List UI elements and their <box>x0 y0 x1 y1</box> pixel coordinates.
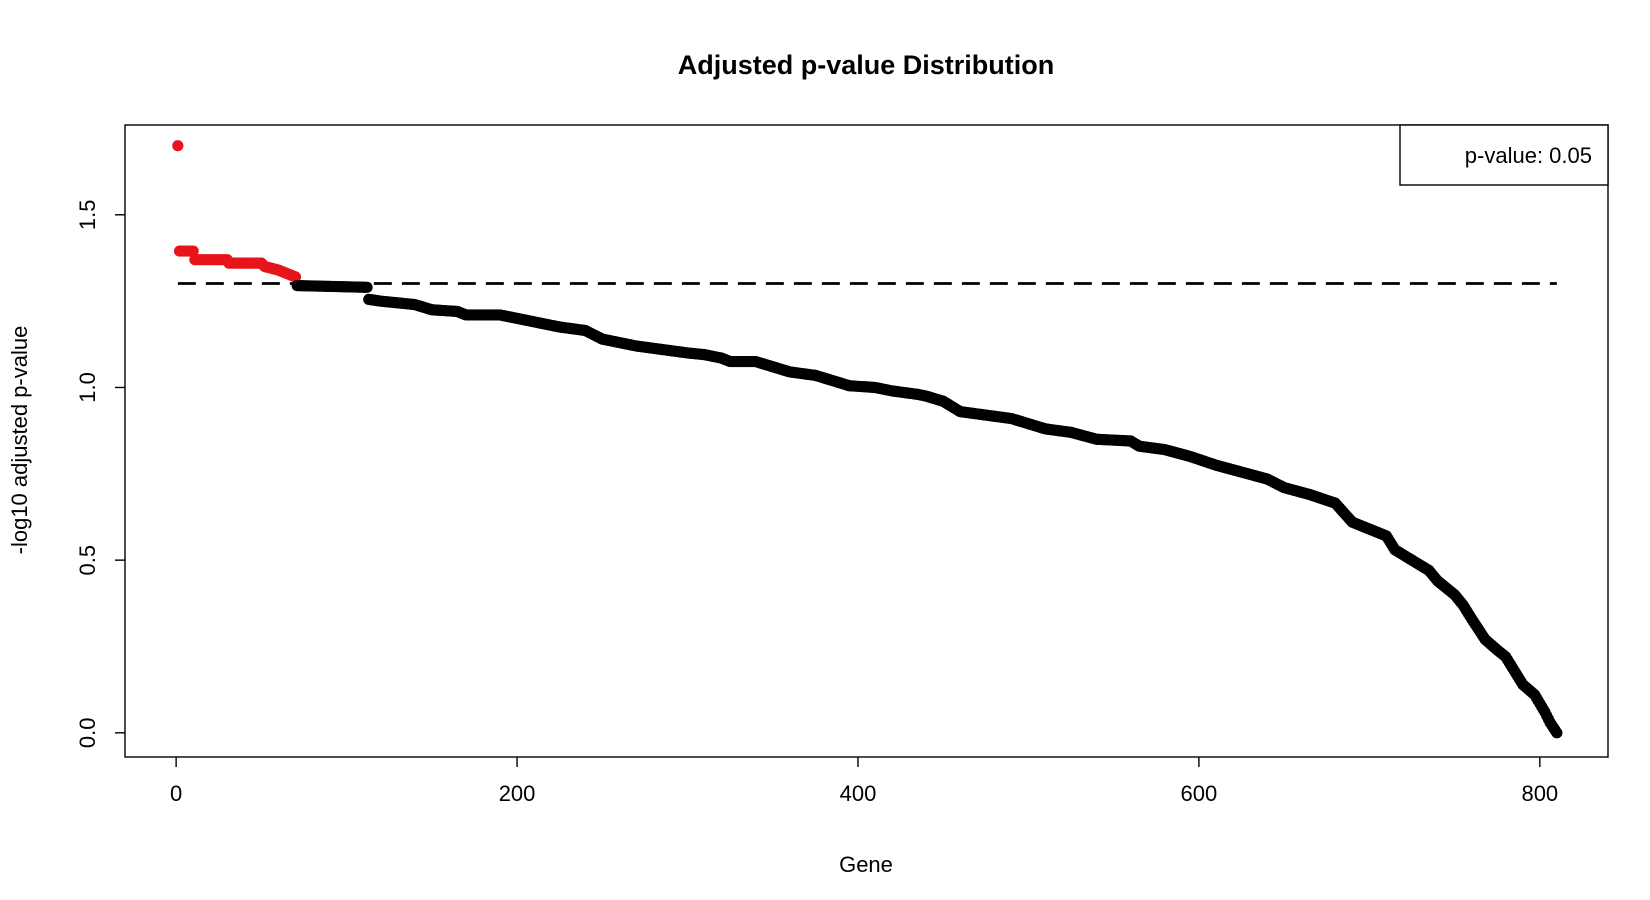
y-tick-label: 0.5 <box>75 545 100 576</box>
y-tick-label: 1.5 <box>75 199 100 230</box>
x-tick-label: 600 <box>1181 781 1218 806</box>
chart-title: Adjusted p-value Distribution <box>678 50 1055 80</box>
x-tick-label: 200 <box>499 781 536 806</box>
x-axis-label: Gene <box>839 852 893 877</box>
series-2 <box>291 279 1563 739</box>
data-point <box>361 281 373 293</box>
legend-box <box>1399 124 1609 186</box>
data-point <box>289 271 302 283</box>
y-tick-label: 1.0 <box>75 372 100 403</box>
plot-area <box>172 140 1563 739</box>
data-point <box>172 140 184 152</box>
x-tick-label: 800 <box>1521 781 1558 806</box>
axes: 0 200 400 600 800 0.0 0.5 1.0 1.5 <box>75 124 1609 806</box>
data-point <box>187 245 199 257</box>
x-tick-label: 400 <box>840 781 877 806</box>
data-point <box>1551 727 1563 739</box>
y-axis-label: -log10 adjusted p-value <box>7 326 32 555</box>
series-1 <box>172 140 302 283</box>
legend-text: p-value: 0.05 <box>1465 143 1592 168</box>
y-tick-label: 0.0 <box>75 718 100 749</box>
plot-frame <box>124 124 1609 758</box>
x-tick-label: 0 <box>170 781 182 806</box>
legend: p-value: 0.05 <box>1399 124 1609 186</box>
